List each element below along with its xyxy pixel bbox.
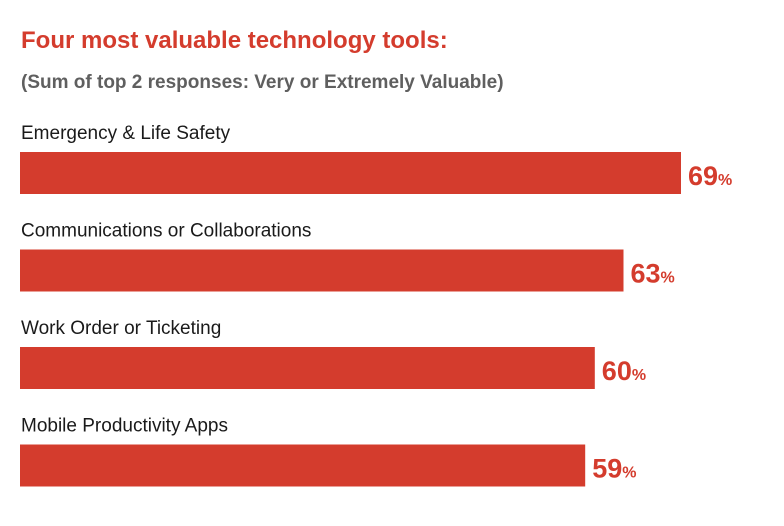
bar	[20, 249, 624, 292]
value-label: 60%	[602, 356, 646, 386]
value-label: 69%	[688, 161, 732, 191]
category-label: Emergency & Life Safety	[21, 123, 231, 144]
bar	[20, 444, 586, 487]
value-unit: %	[622, 465, 636, 482]
value-label: 63%	[631, 259, 675, 289]
chart-subtitle: (Sum of top 2 responses: Very or Extreme…	[21, 72, 504, 93]
chart-title: Four most valuable technology tools:	[21, 27, 448, 54]
category-label: Work Order or Ticketing	[21, 318, 221, 339]
value-label: 59%	[592, 454, 636, 484]
value-unit: %	[661, 270, 675, 287]
value-unit: %	[718, 172, 732, 189]
category-label: Mobile Productivity Apps	[21, 416, 228, 437]
bar	[20, 152, 681, 194]
value-unit: %	[632, 367, 646, 384]
category-label: Communications or Collaborations	[21, 221, 311, 242]
bar	[20, 347, 595, 389]
